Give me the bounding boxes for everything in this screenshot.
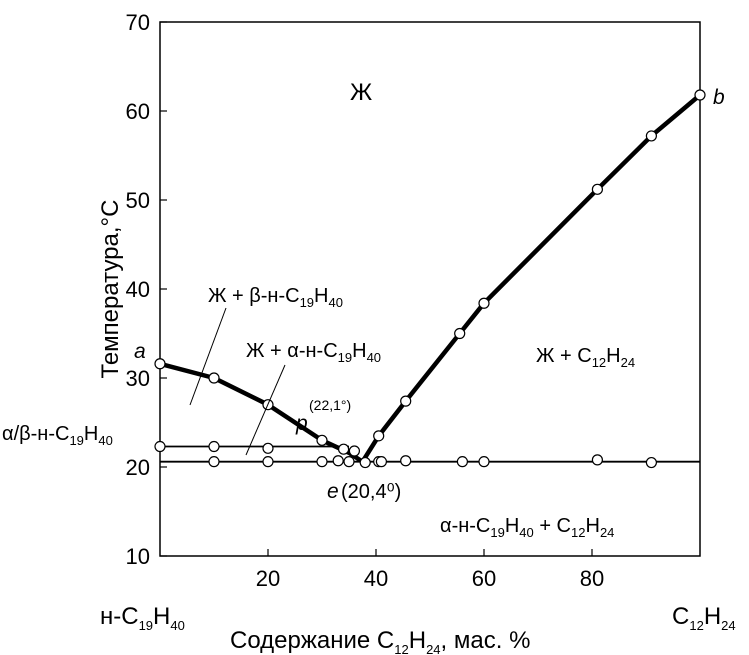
data-point-eutectic-line bbox=[208, 456, 220, 468]
data-point-eutectic-line bbox=[456, 456, 468, 468]
data-point-transition-line bbox=[154, 440, 166, 453]
data-point-eutectic-line bbox=[359, 456, 371, 469]
point-label-e: e bbox=[327, 480, 339, 503]
y-tick-label: 70 bbox=[126, 10, 150, 35]
x-tick-label: 60 bbox=[472, 566, 496, 591]
data-point-eutectic-line bbox=[591, 454, 604, 466]
series-lines bbox=[159, 93, 702, 464]
data-point-transition-line bbox=[338, 443, 350, 455]
y-tick-label: 20 bbox=[126, 455, 150, 480]
data-point-eutectic-line bbox=[400, 455, 412, 467]
y-tick-label: 60 bbox=[126, 99, 150, 124]
y-axis-title: Температура,°C bbox=[97, 200, 124, 379]
data-point-transition-line bbox=[208, 440, 220, 453]
data-point-liquidus bbox=[373, 430, 385, 442]
region-label-liquid-beta: Ж + β-н-C19H40 bbox=[208, 285, 343, 310]
leader-line-beta bbox=[189, 307, 227, 406]
region-label-liquid-alpha: Ж + α-н-C19H40 bbox=[246, 340, 381, 365]
data-point-eutectic-line bbox=[478, 456, 490, 468]
data-point-liquidus bbox=[591, 183, 604, 195]
endpoint-label-left: н-C19H40 bbox=[100, 603, 185, 633]
transition-line-label: α/β-н-C19H40 bbox=[2, 423, 113, 448]
data-point-transition-line bbox=[348, 445, 360, 457]
data-point-eutectic-line bbox=[262, 456, 274, 468]
y-tick-label: 40 bbox=[126, 277, 150, 302]
point-label-p: p bbox=[295, 412, 308, 435]
data-point-liquidus bbox=[645, 130, 658, 142]
data-point-eutectic-line bbox=[645, 456, 658, 469]
x-tick-label: 40 bbox=[364, 566, 388, 591]
data-point-eutectic-line bbox=[375, 456, 387, 468]
x-tick-label: 80 bbox=[580, 566, 604, 591]
x-axis-ticks: 20 40 60 80 bbox=[256, 549, 604, 591]
y-tick-label: 10 bbox=[126, 544, 150, 569]
region-label-liquid-c12: Ж + C12H24 bbox=[536, 345, 635, 370]
y-axis-ticks: 10 20 30 40 50 60 70 bbox=[126, 10, 167, 569]
point-label-e-value: (20,4⁰) bbox=[341, 481, 401, 503]
data-point-eutectic-line bbox=[332, 455, 344, 467]
y-tick-label: 50 bbox=[126, 188, 150, 213]
endpoint-label-right: C12H24 bbox=[672, 603, 736, 633]
x-axis-title: Содержание C12H24, мас. % bbox=[230, 627, 530, 655]
y-tick-label: 30 bbox=[126, 366, 150, 391]
point-label-p-value: (22,1°) bbox=[309, 397, 351, 413]
data-point-liquidus bbox=[316, 434, 328, 446]
data-point-liquidus bbox=[208, 372, 220, 384]
region-label-liquid: Ж bbox=[350, 79, 372, 106]
region-label-solid: α-н-C19H40 + C12H24 bbox=[440, 515, 614, 540]
data-point-liquidus bbox=[454, 327, 466, 340]
data-point-transition-line bbox=[262, 442, 274, 454]
data-point-liquidus bbox=[478, 297, 490, 309]
point-label-a: a bbox=[134, 340, 146, 363]
data-markers bbox=[154, 89, 706, 469]
data-point-liquidus bbox=[694, 89, 706, 101]
data-point-eutectic-line bbox=[316, 456, 328, 468]
point-label-b: b bbox=[713, 86, 725, 109]
data-point-liquidus bbox=[400, 395, 412, 407]
series-line-liquidus-right bbox=[360, 93, 702, 463]
data-point-eutectic-line bbox=[343, 456, 355, 468]
data-point-liquidus bbox=[154, 358, 166, 370]
leader-line-alpha bbox=[245, 364, 286, 456]
x-tick-label: 20 bbox=[256, 566, 280, 591]
